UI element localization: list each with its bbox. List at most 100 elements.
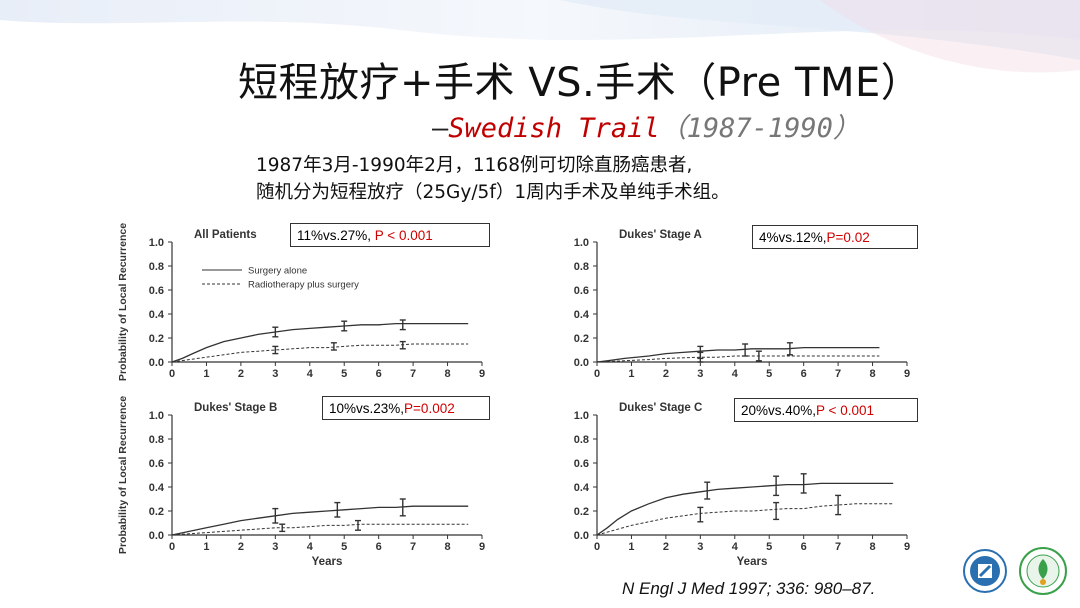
x-tick-label: 4 xyxy=(307,541,314,553)
x-axis-label: Years xyxy=(737,556,768,568)
y-tick-label: 0.4 xyxy=(149,309,165,321)
y-tick-label: 0.0 xyxy=(574,357,589,369)
y-tick-label: 0.8 xyxy=(574,261,589,273)
y-tick-label: 0.6 xyxy=(574,285,589,297)
x-tick-label: 0 xyxy=(594,541,600,553)
x-tick-label: 0 xyxy=(169,368,175,380)
y-tick-label: 0.6 xyxy=(149,458,164,470)
annotation-stage-c: 20%vs.40%,P < 0.001 xyxy=(734,398,918,422)
x-tick-label: 1 xyxy=(203,541,209,553)
x-tick-label: 9 xyxy=(904,368,910,380)
annotation-stage-a: 4%vs.12%,P=0.02 xyxy=(752,225,918,249)
y-tick-label: 1.0 xyxy=(574,410,589,422)
x-tick-label: 7 xyxy=(835,368,841,380)
x-tick-label: 4 xyxy=(732,541,739,553)
x-tick-label: 3 xyxy=(272,541,278,553)
x-tick-label: 8 xyxy=(444,368,450,380)
x-tick-label: 1 xyxy=(628,541,634,553)
series-line xyxy=(171,322,469,363)
description-line-1: 1987年3月-1990年2月，1168例可切除直肠癌患者, xyxy=(256,155,693,176)
background-wave xyxy=(0,0,1080,160)
y-tick-label: 0.0 xyxy=(149,357,164,369)
series-line xyxy=(596,355,880,363)
x-tick-label: 4 xyxy=(307,368,314,380)
annotation-text: 4%vs.12%, xyxy=(759,230,827,245)
x-tick-label: 0 xyxy=(594,368,600,380)
chart-title: Dukes' Stage C xyxy=(619,402,702,414)
series-line xyxy=(596,346,880,363)
x-tick-label: 3 xyxy=(697,368,703,380)
x-tick-label: 2 xyxy=(238,541,244,553)
y-tick-label: 0.6 xyxy=(149,285,164,297)
y-tick-label: 0.8 xyxy=(149,261,164,273)
annotation-text: 20%vs.40%, xyxy=(741,403,817,418)
x-tick-label: 9 xyxy=(479,541,485,553)
x-tick-label: 8 xyxy=(869,541,875,553)
legend-label: Radiotherapy plus surgery xyxy=(248,280,359,291)
x-tick-label: 9 xyxy=(904,541,910,553)
y-tick-label: 0.0 xyxy=(574,530,589,542)
series-line xyxy=(596,503,894,536)
x-tick-label: 6 xyxy=(376,541,382,553)
x-tick-label: 2 xyxy=(663,368,669,380)
y-axis-label: Probability of Local Recurrence xyxy=(117,396,129,554)
x-tick-label: 5 xyxy=(766,368,772,380)
annotation-p-value: P < 0.001 xyxy=(374,228,433,243)
x-axis-label: Years xyxy=(312,556,343,568)
x-tick-label: 6 xyxy=(801,541,807,553)
description-line-2: 随机分为短程放疗（25Gy/5f）1周内手术及单纯手术组。 xyxy=(256,182,730,203)
annotation-p-value: P=0.002 xyxy=(404,401,455,416)
x-tick-label: 8 xyxy=(444,541,450,553)
citation: N Engl J Med 1997; 336: 980–87. xyxy=(622,579,876,598)
y-tick-label: 0.4 xyxy=(149,482,165,494)
x-tick-label: 7 xyxy=(835,541,841,553)
x-tick-label: 6 xyxy=(376,368,382,380)
y-axis-label: Probability of Local Recurrence xyxy=(117,223,129,381)
y-tick-label: 0.8 xyxy=(574,434,589,446)
x-tick-label: 2 xyxy=(663,541,669,553)
y-tick-label: 0.8 xyxy=(149,434,164,446)
subtitle-trial-name: Swedish Trail xyxy=(448,113,660,144)
series-line xyxy=(171,523,469,536)
annotation-all-patients: 11%vs.27%, P < 0.001 xyxy=(290,223,490,247)
x-tick-label: 9 xyxy=(479,368,485,380)
subtitle-dash: — xyxy=(432,113,449,144)
series-line xyxy=(171,505,469,536)
y-tick-label: 0.4 xyxy=(574,309,590,321)
annotation-stage-b: 10%vs.23%,P=0.002 xyxy=(322,396,490,420)
chart-title: All Patients xyxy=(194,229,257,241)
slide-subtitle: —Swedish Trail（1987-1990） xyxy=(432,106,860,145)
x-tick-label: 6 xyxy=(801,368,807,380)
chart-title: Dukes' Stage A xyxy=(619,229,702,241)
annotation-p-value: P=0.02 xyxy=(826,230,870,245)
x-tick-label: 7 xyxy=(410,368,416,380)
society-logo-icon xyxy=(1019,547,1067,595)
chart-stage-a: 0.0 0.2 0.4 0.6 0.8 1.0 0 1 2 3 4 5 6 7 8 9 Dukes' Stage… xyxy=(574,229,910,380)
annotation-p-value: P < 0.001 xyxy=(816,403,874,418)
chart-stage-b: 0.0 0.2 0.4 0.6 0.8 1.0 0 1 2 3 4 5 6 7 8 9 Dukes' Stage… xyxy=(117,396,485,568)
hospital-logo-icon xyxy=(963,549,1007,593)
x-tick-label: 2 xyxy=(238,368,244,380)
y-tick-label: 1.0 xyxy=(149,237,164,249)
x-tick-label: 3 xyxy=(272,368,278,380)
y-tick-label: 0.2 xyxy=(574,333,589,345)
y-tick-label: 0.0 xyxy=(149,530,164,542)
x-tick-label: 1 xyxy=(203,368,209,380)
y-tick-label: 0.6 xyxy=(574,458,589,470)
study-description: 1987年3月-1990年2月，1168例可切除直肠癌患者, 随机分为短程放疗（… xyxy=(256,152,730,206)
y-tick-label: 0.2 xyxy=(149,506,164,518)
x-tick-label: 5 xyxy=(341,368,347,380)
x-tick-label: 4 xyxy=(732,368,739,380)
x-tick-label: 0 xyxy=(169,541,175,553)
subtitle-years: （1987-1990） xyxy=(659,113,860,144)
x-tick-label: 1 xyxy=(628,368,634,380)
slide-title: 短程放疗+手术 VS.手术（Pre TME） xyxy=(238,60,922,106)
x-tick-label: 3 xyxy=(697,541,703,553)
chart-all-patients: 0.0 0.2 0.4 0.6 0.8 1.0 0 1 2 3 4 5 6 7 8 9 All Patients… xyxy=(117,223,485,381)
y-tick-label: 1.0 xyxy=(574,237,589,249)
x-tick-label: 5 xyxy=(341,541,347,553)
series-line xyxy=(171,343,469,363)
x-tick-label: 5 xyxy=(766,541,772,553)
annotation-text: 10%vs.23%, xyxy=(329,401,405,416)
chart-stage-c: 0.0 0.2 0.4 0.6 0.8 1.0 0 1 2 3 4 5 6 7 8 9 Dukes' Stage… xyxy=(574,402,910,568)
